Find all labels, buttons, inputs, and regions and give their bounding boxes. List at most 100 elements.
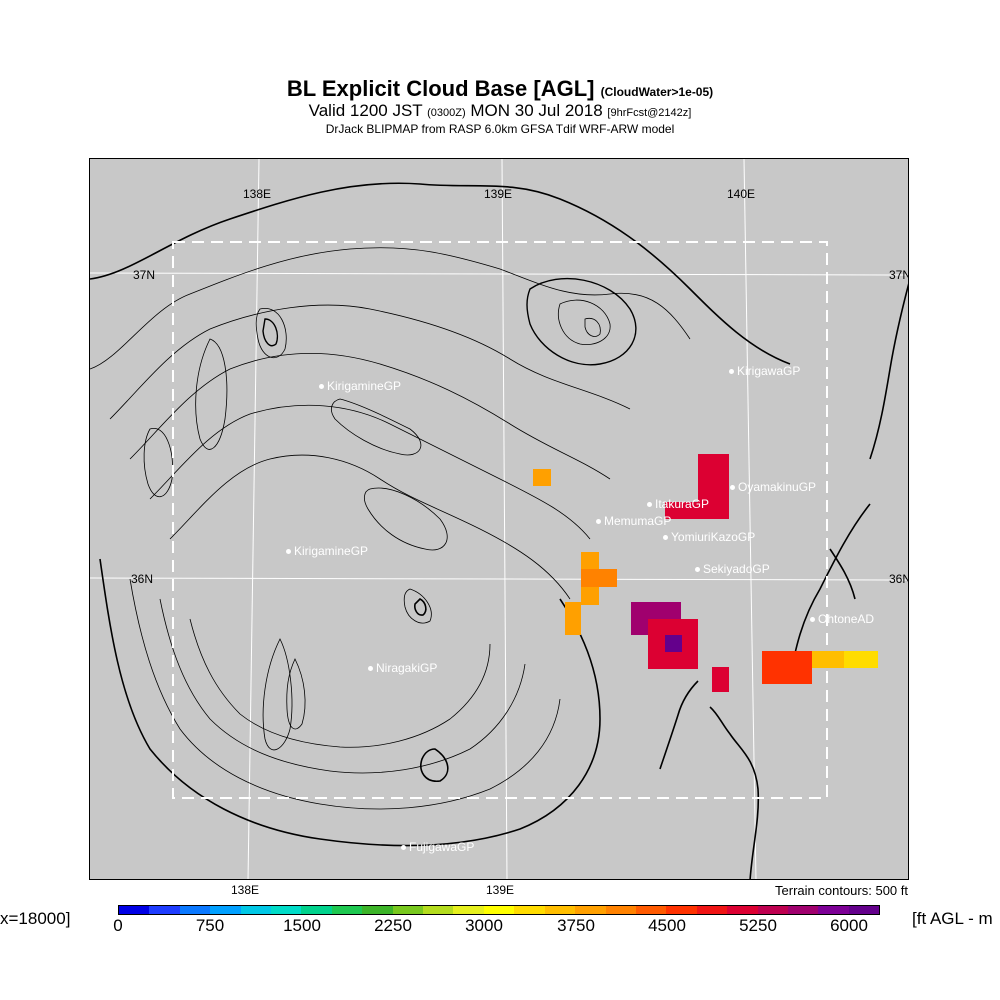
- valid-date: MON 30 Jul 2018: [470, 101, 603, 120]
- valid-time: Valid 1200 JST (0300Z) MON 30 Jul 2018 […: [0, 101, 1000, 121]
- colorbar-swatch: [818, 906, 849, 914]
- station-marker: NiragakiGP: [368, 661, 437, 675]
- station-label: OhtoneAD: [818, 612, 875, 626]
- station-marker: ItakuraGP: [647, 497, 709, 511]
- colorbar-tick-label: 6000: [830, 916, 868, 935]
- station-marker: FujigawaGP: [401, 840, 474, 854]
- cloudbase-cell: [698, 454, 729, 519]
- colorbar-tick-label: 4500: [648, 916, 686, 935]
- colorbar-tick-label: 3000: [465, 916, 503, 935]
- colorbar-swatch: [575, 906, 606, 914]
- colorbar-tick-label: 750: [195, 916, 225, 935]
- colorbar-swatch: [787, 906, 819, 914]
- colorbar-tick-label: 0: [113, 916, 123, 935]
- colorbar-swatch: [271, 906, 302, 914]
- colorbar-swatch: [666, 906, 697, 914]
- station-dot-icon: [596, 519, 601, 525]
- model-caption: DrJack BLIPMAP from RASP 6.0km GFSA Tdif…: [325, 122, 675, 136]
- station-marker: KirigawaGP: [729, 364, 800, 378]
- colorbar-swatch: [696, 906, 728, 914]
- station-dot-icon: [319, 384, 324, 390]
- cloudbase-cell: [581, 569, 617, 587]
- colorbar-swatch: [301, 906, 332, 914]
- colorbar-swatch: [210, 906, 241, 914]
- station-dot-icon: [729, 369, 734, 375]
- station-dot-icon: [368, 666, 373, 672]
- cloudbase-cell: [665, 502, 698, 519]
- graticule: [90, 159, 908, 879]
- cloudbase-cell: [565, 602, 581, 635]
- station-label: OyamakinuGP: [738, 480, 817, 494]
- colorbar-tick-label: 1500: [283, 916, 321, 935]
- terrain-contours: [90, 182, 791, 847]
- station-dot-icon: [810, 617, 815, 623]
- colorbar-tick-label: 2250: [374, 916, 412, 935]
- cloudbase-cell: [533, 469, 551, 486]
- station-marker: KirigamineGP: [286, 544, 368, 558]
- cloudbase-cell: [844, 651, 878, 668]
- colorbar-swatch: [149, 906, 180, 914]
- colorbar-swatch: [848, 906, 880, 914]
- station-label: SekiyadoGP: [703, 562, 770, 576]
- colorbar-swatch: [119, 906, 150, 914]
- colorbar-swatch: [453, 906, 484, 914]
- station-marker: YomiuriKazoGP: [663, 530, 755, 544]
- map-graphics: [90, 159, 908, 879]
- lon-label: 139E: [484, 187, 513, 201]
- map-title: BL Explicit Cloud Base [AGL] (CloudWater…: [0, 76, 1000, 102]
- colorbar-swatch: [757, 906, 788, 914]
- colorbar-swatch: [635, 906, 667, 914]
- station-label: KirigawaGP: [737, 364, 801, 378]
- colorbar-swatch: [179, 906, 211, 914]
- station-dot-icon: [647, 502, 652, 508]
- station-label: YomiuriKazoGP: [671, 530, 756, 544]
- station-dot-icon: [286, 549, 291, 555]
- title-main: BL Explicit Cloud Base [AGL]: [286, 76, 595, 101]
- lon-label: 139E: [486, 883, 515, 897]
- map-panel: 138E 139E 140E 37N 36N 37N 36N Kirigamin…: [89, 158, 909, 880]
- station-marker: OyamakinuGP: [730, 480, 816, 494]
- colorbar-unit-note: [ft AGL - m: [912, 909, 993, 928]
- station-marker: OhtoneAD: [810, 612, 874, 626]
- colorbar-tick-label: 3750: [557, 916, 595, 935]
- colorbar-swatch: [483, 906, 515, 914]
- colorbar-swatch: [605, 906, 636, 914]
- cloudbase-cell: [665, 635, 682, 652]
- colorbar-swatch: [423, 906, 454, 914]
- colorbar: [118, 905, 880, 915]
- station-dot-icon: [695, 567, 700, 573]
- valid-prefix: Valid 1200 JST: [308, 101, 423, 120]
- station-marker: KirigamineGP: [319, 379, 401, 393]
- station-label: KirigamineGP: [294, 544, 369, 558]
- station-dot-icon: [401, 845, 406, 851]
- station-marker: MemumaGP: [596, 514, 671, 528]
- colorbar-swatch: [392, 906, 424, 914]
- cloudbase-cell: [712, 667, 729, 692]
- lat-label: 36N: [889, 572, 909, 586]
- lat-label: 37N: [889, 268, 909, 282]
- terrain-note: Terrain contours: 500 ft: [775, 883, 908, 898]
- station-label: MemumaGP: [604, 514, 672, 528]
- colorbar-tick-label: 5250: [739, 916, 777, 935]
- forecast-note: [9hrFcst@2142z]: [607, 107, 692, 119]
- colorbar-swatch: [727, 906, 758, 914]
- colorbar-swatch: [331, 906, 363, 914]
- station-label: ItakuraGP: [655, 497, 710, 511]
- colorbar-left-note: x=18000]: [0, 909, 71, 928]
- colorbar-swatch: [544, 906, 576, 914]
- station-label: FujigawaGP: [409, 840, 475, 854]
- station-dot-icon: [663, 535, 668, 541]
- lat-label: 36N: [131, 572, 154, 586]
- title-note: (CloudWater>1e-05): [600, 85, 714, 99]
- inner-domain-box: [172, 241, 828, 799]
- station-dot-icon: [730, 485, 735, 491]
- lon-label: 138E: [243, 187, 272, 201]
- lon-label: 140E: [727, 187, 756, 201]
- valid-utc: (0300Z): [427, 107, 466, 119]
- lon-label: 138E: [231, 883, 260, 897]
- station-marker: SekiyadoGP: [695, 562, 770, 576]
- colorbar-swatch: [362, 906, 393, 914]
- station-label: NiragakiGP: [376, 661, 438, 675]
- station-label: KirigamineGP: [327, 379, 402, 393]
- colorbar-swatch: [514, 906, 545, 914]
